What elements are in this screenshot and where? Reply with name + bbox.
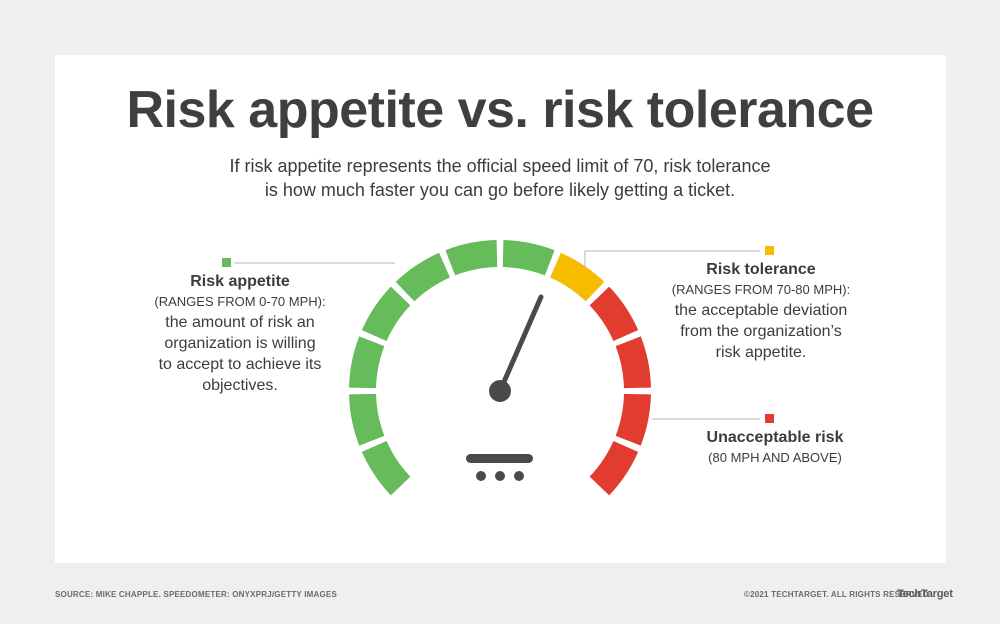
- description-line: objectives.: [202, 377, 278, 394]
- risk-tolerance-description: the acceptable deviation from the organi…: [650, 300, 872, 363]
- unacceptable-risk-heading: Unacceptable risk: [706, 429, 844, 446]
- needle-hub: [489, 380, 511, 402]
- speedometer-segments: [349, 240, 651, 496]
- description-line: the amount of risk an: [165, 314, 315, 331]
- description-line: risk appetite.: [715, 344, 807, 361]
- display-dot-3: [514, 471, 524, 481]
- gauge-segment-red: [589, 286, 639, 341]
- gauge-segment-green: [395, 252, 450, 302]
- tolerance-leader-line: [584, 250, 760, 268]
- description-line: the acceptable deviation: [674, 302, 848, 319]
- source-credit: SOURCE: MIKE CHAPPLE. SPEEDOMETER: ONYXP…: [55, 590, 337, 599]
- gauge-segment-green: [445, 240, 498, 276]
- speedometer-needle: [497, 294, 544, 394]
- display-dot-1: [476, 471, 486, 481]
- gauge-segment-green: [361, 441, 411, 496]
- unacceptable-marker: [765, 414, 774, 423]
- risk-appetite-range: (RANGES FROM 0-70 MPH):: [154, 294, 326, 309]
- gauge-segment-green: [349, 393, 385, 446]
- unacceptable-risk-callout: Unacceptable risk (80 MPH AND ABOVE): [685, 428, 865, 468]
- techtarget-logo: TechTarget: [897, 588, 953, 600]
- subtitle-line-1: If risk appetite represents the official…: [229, 156, 771, 176]
- unacceptable-risk-range: (80 MPH AND ABOVE): [708, 450, 842, 465]
- risk-appetite-callout: Risk appetite (RANGES FROM 0-70 MPH): th…: [138, 272, 342, 396]
- gauge-segment-green: [361, 286, 411, 341]
- gauge-segment-green: [502, 240, 555, 276]
- description-line: from the organization’s: [680, 323, 842, 340]
- subtitle: If risk appetite represents the official…: [0, 154, 1000, 202]
- risk-appetite-heading: Risk appetite: [190, 273, 290, 290]
- gauge-segment-red: [615, 393, 651, 446]
- gauge-segment-red: [615, 336, 651, 389]
- risk-tolerance-range: (RANGES FROM 70-80 MPH):: [671, 282, 851, 297]
- page-title: Risk appetite vs. risk tolerance: [126, 81, 874, 139]
- risk-tolerance-callout: Risk tolerance (RANGES FROM 70-80 MPH): …: [650, 260, 872, 363]
- risk-tolerance-heading: Risk tolerance: [706, 261, 816, 278]
- gauge-segment-yellow: [550, 252, 605, 302]
- description-line: organization is willing: [164, 335, 316, 352]
- copyright-notice: ©2021 TECHTARGET. ALL RIGHTS RESERVED: [744, 590, 929, 599]
- description-line: to accept to achieve its: [158, 356, 322, 373]
- subtitle-line-2: is how much faster you can go before lik…: [264, 180, 736, 200]
- risk-appetite-description: the amount of risk an organization is wi…: [138, 312, 342, 396]
- gauge-segment-red: [589, 441, 639, 496]
- display-dot-2: [495, 471, 505, 481]
- display-bar: [466, 454, 533, 463]
- gauge-segment-green: [349, 336, 385, 389]
- tolerance-marker: [765, 246, 774, 255]
- appetite-marker: [222, 258, 231, 267]
